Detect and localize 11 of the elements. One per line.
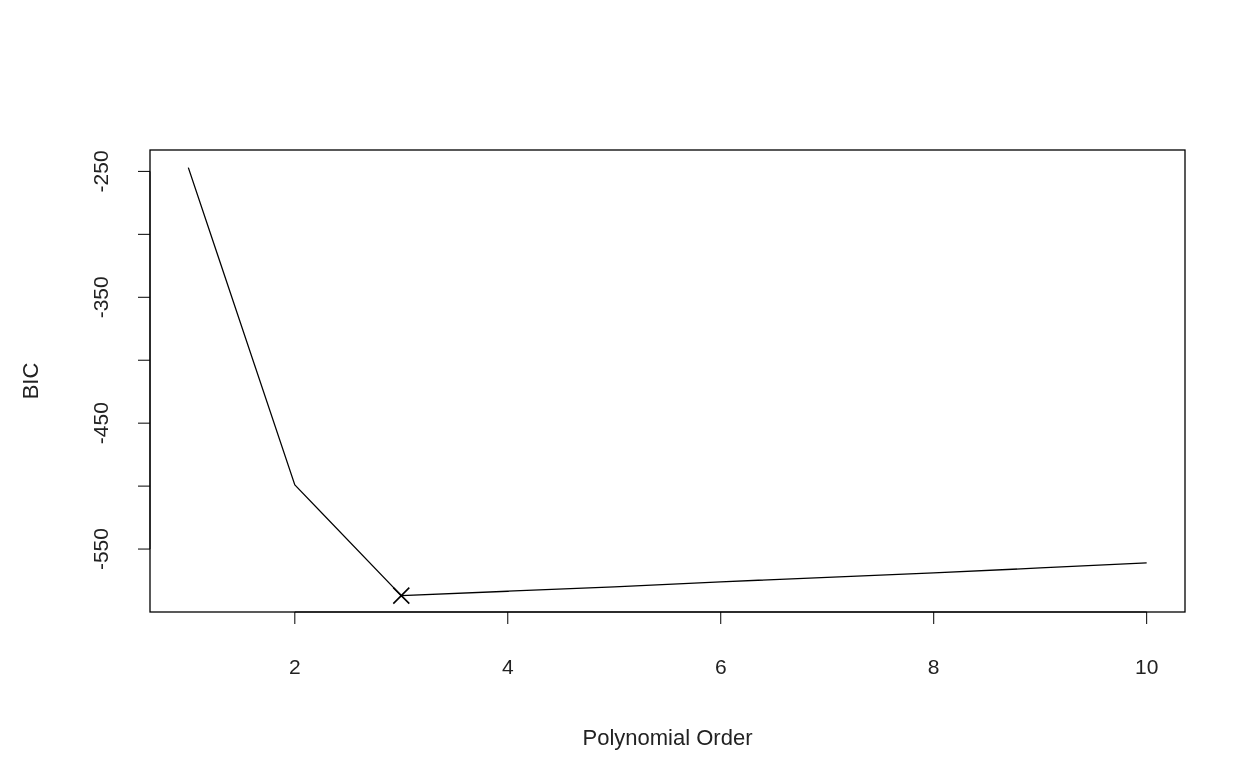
- y-tick-label: -350: [89, 276, 112, 319]
- x-tick-label: 2: [288, 655, 301, 678]
- x-axis-title: Polynomial Order: [582, 725, 753, 750]
- x-tick-label: 10: [1134, 655, 1159, 678]
- y-tick-label: -550: [89, 528, 112, 571]
- y-tick-label: -250: [89, 150, 112, 193]
- y-tick-label: -450: [89, 402, 112, 445]
- x-tick-label: 4: [501, 655, 514, 678]
- x-tick-label: 8: [927, 655, 940, 678]
- y-axis-title: BIC: [18, 362, 43, 400]
- x-tick-label: 6: [714, 655, 727, 678]
